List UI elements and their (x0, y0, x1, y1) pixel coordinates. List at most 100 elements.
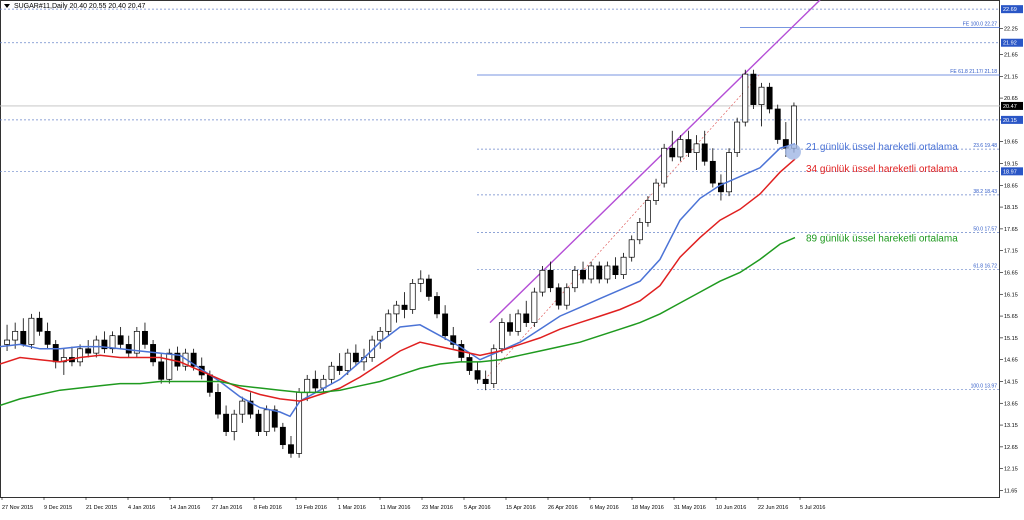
symbol-name: SUGAR#11,Daily (13, 3, 68, 10)
date-tick-label: 27 Jan 2016 (212, 505, 242, 511)
legend-label: 21 günlük üssel hareketli ortalama (806, 142, 958, 153)
candle-body (4, 339, 11, 345)
candle (52, 340, 59, 369)
candle (117, 326, 124, 349)
candle (588, 261, 595, 284)
candle-body (612, 265, 619, 276)
candle-body (401, 304, 408, 310)
candle-body (685, 139, 692, 153)
candle-body (717, 182, 724, 193)
candle (742, 69, 749, 127)
candle-body (60, 357, 67, 363)
candle-body (498, 322, 505, 350)
candle-body (596, 265, 603, 280)
candle-body (515, 313, 522, 332)
candle (133, 326, 140, 358)
candle-body (393, 304, 400, 315)
candle (628, 235, 635, 262)
price-tick-label: 13.65 (1004, 401, 1018, 407)
candle-body (693, 143, 700, 153)
candle (231, 409, 238, 441)
candle (555, 283, 562, 310)
candle-body (742, 73, 749, 123)
candle (239, 396, 246, 423)
fib-level-label: 61.8 16.72 (973, 263, 997, 269)
candle (644, 196, 651, 227)
date-tick-label: 8 Feb 2016 (254, 505, 282, 511)
candle-body (644, 200, 651, 223)
candle (101, 331, 108, 354)
price-tag-box (1001, 115, 1023, 124)
candle (336, 353, 343, 375)
moving-average-line (0, 158, 796, 402)
candle (393, 300, 400, 323)
candle-body (766, 86, 773, 110)
fib-trend-line (484, 73, 761, 380)
candle (352, 344, 359, 367)
candle (442, 305, 449, 341)
ohlc-values: 20.40 20.55 20.40 20.47 (69, 3, 146, 10)
candle (636, 217, 643, 245)
candle (434, 292, 440, 319)
candle (174, 346, 181, 371)
candle-body (677, 139, 684, 158)
candle (604, 261, 611, 284)
price-tick-label: 12.15 (1004, 467, 1018, 473)
candle-body (77, 348, 84, 363)
chevron-down-icon[interactable] (4, 4, 10, 9)
legend-label: 34 günlük üssel hareketli ortalama (806, 164, 958, 175)
candle (661, 143, 668, 188)
price-tag-label: 18.97 (1003, 169, 1017, 175)
candle (766, 82, 773, 114)
candle (385, 309, 392, 336)
candle (612, 257, 619, 280)
candle-body (734, 121, 741, 153)
candle (44, 322, 51, 349)
candle (547, 261, 554, 293)
candle (677, 135, 684, 162)
candle (507, 313, 513, 336)
price-tag-box (1001, 101, 1023, 110)
candle (77, 344, 84, 367)
candle (69, 346, 75, 367)
date-tick-label: 23 Mar 2016 (422, 505, 453, 511)
date-tick-label: 18 May 2016 (632, 505, 664, 511)
candle (20, 318, 27, 347)
price-tick-label: 17.15 (1004, 249, 1018, 255)
candle-body (255, 413, 262, 432)
candle (693, 135, 700, 171)
date-tick-label: 27 Nov 2015 (2, 505, 33, 511)
candle (109, 331, 116, 354)
candle-body (52, 344, 59, 363)
candle-body (482, 378, 489, 384)
highlight-circle (785, 143, 801, 160)
candle-body (555, 287, 562, 306)
candle-body (44, 330, 51, 345)
candle (523, 300, 530, 327)
candle (563, 283, 570, 310)
candle (734, 117, 741, 157)
candle (28, 313, 35, 349)
candle (328, 361, 335, 384)
candle (685, 130, 692, 157)
candle-body (166, 352, 173, 380)
candle-body (474, 370, 481, 380)
fib-level-label: 23.6 19.48 (973, 143, 997, 149)
candle-body (531, 291, 538, 323)
candle-body (142, 330, 148, 345)
candle (409, 279, 416, 314)
candle (36, 311, 43, 336)
date-tick-label: 5 Apr 2016 (464, 505, 491, 511)
candle-body (344, 352, 351, 371)
candle-body (133, 330, 140, 354)
date-tick-label: 31 May 2016 (674, 505, 706, 511)
candle-body (653, 182, 659, 201)
price-tag-label: 21.92 (1003, 41, 1017, 47)
candle (377, 326, 384, 349)
moving-average-line (0, 143, 796, 418)
price-tag-label: 22.69 (1003, 7, 1017, 13)
price-tick-label: 15.65 (1004, 314, 1018, 320)
date-tick-label: 6 May 2016 (590, 505, 619, 511)
